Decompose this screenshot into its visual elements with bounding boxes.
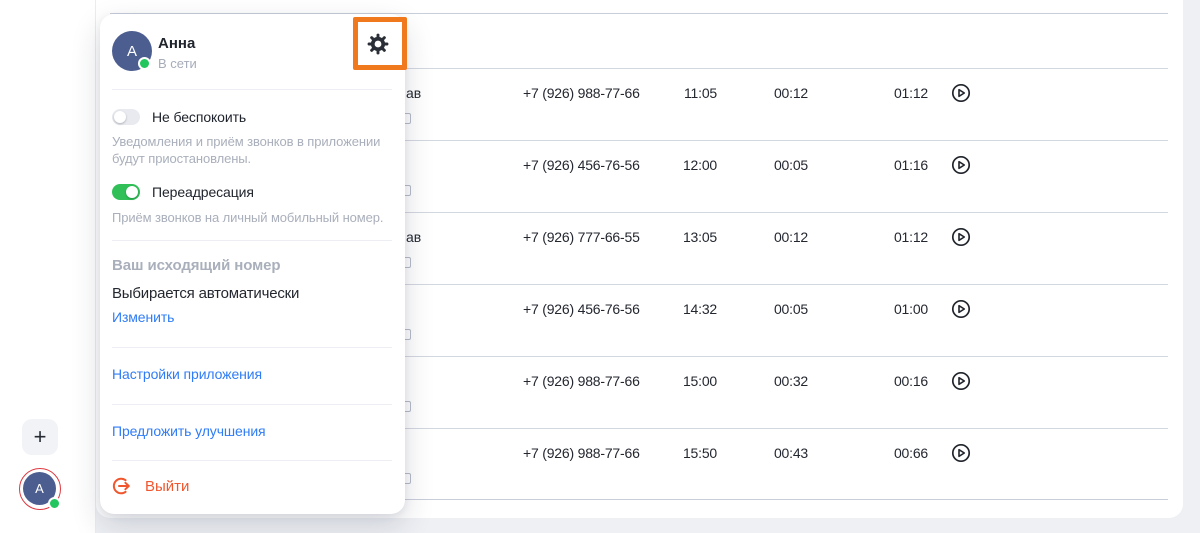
online-status-dot xyxy=(48,497,61,510)
play-recording-button[interactable] xyxy=(951,299,971,319)
play-icon xyxy=(951,443,971,463)
talk-duration: 01:12 xyxy=(893,229,928,245)
talk-duration: 01:00 xyxy=(893,301,928,317)
wait-duration: 00:43 xyxy=(773,445,808,461)
play-icon xyxy=(951,371,971,391)
call-forwarding-toggle[interactable] xyxy=(112,184,140,200)
outgoing-number-title: Ваш исходящий номер xyxy=(112,257,281,274)
toggle-knob xyxy=(114,111,126,123)
phone-number: +7 (926) 988-77-66 xyxy=(523,445,640,461)
play-recording-button[interactable] xyxy=(951,371,971,391)
play-icon xyxy=(951,299,971,319)
call-forwarding-label: Переадресация xyxy=(152,184,254,200)
call-time: 14:32 xyxy=(682,301,717,317)
call-time: 12:00 xyxy=(682,157,717,173)
gear-icon xyxy=(367,33,389,55)
divider xyxy=(112,347,392,348)
do-not-disturb-label: Не беспокоить xyxy=(152,109,247,125)
contact-name-fragment: ав xyxy=(406,85,422,101)
talk-duration: 01:16 xyxy=(893,157,928,173)
wait-duration: 00:12 xyxy=(773,229,808,245)
user-name: Анна xyxy=(158,35,196,52)
divider xyxy=(112,240,392,241)
play-recording-button[interactable] xyxy=(951,443,971,463)
phone-number: +7 (926) 456-76-56 xyxy=(523,301,640,317)
call-row[interactable]: ав +7 (926) 988-77-66 11:05 00:12 01:12 xyxy=(110,68,1168,140)
logout-label: Выйти xyxy=(145,477,190,495)
call-row[interactable]: +7 (926) 988-77-66 15:00 00:32 00:16 xyxy=(110,356,1168,428)
call-row[interactable]: +7 (926) 456-76-56 12:00 00:05 01:16 xyxy=(110,140,1168,212)
call-row[interactable]: +7 (926) 456-76-56 14:32 00:05 01:00 xyxy=(110,284,1168,356)
user-status: В сети xyxy=(158,56,197,71)
table-top-divider xyxy=(110,13,1168,14)
profile-popup: А Анна В сети Не беспокоить Уведомления … xyxy=(100,14,405,514)
phone-number: +7 (926) 777-66-55 xyxy=(523,229,640,245)
play-recording-button[interactable] xyxy=(951,227,971,247)
call-time: 13:05 xyxy=(682,229,717,245)
phone-number: +7 (926) 456-76-56 xyxy=(523,157,640,173)
play-recording-button[interactable] xyxy=(951,83,971,103)
talk-duration: 00:66 xyxy=(893,445,928,461)
call-forwarding-description: Приём звонков на личный мобильный номер. xyxy=(112,210,384,225)
suggest-improvements-link[interactable]: Предложить улучшения xyxy=(112,423,266,439)
toggle-knob xyxy=(126,186,138,198)
call-row[interactable]: ав +7 (926) 777-66-55 13:05 00:12 01:12 xyxy=(110,212,1168,284)
settings-gear-button[interactable] xyxy=(366,32,390,56)
call-time: 11:05 xyxy=(684,85,717,101)
divider xyxy=(112,89,392,90)
divider xyxy=(112,460,392,461)
talk-duration: 00:16 xyxy=(893,373,928,389)
sidebar: + А xyxy=(0,0,96,533)
divider xyxy=(112,404,392,405)
outgoing-number-value: Выбирается автоматически xyxy=(112,285,300,302)
change-number-link[interactable]: Изменить xyxy=(112,309,175,325)
phone-number: +7 (926) 988-77-66 xyxy=(523,85,640,101)
do-not-disturb-toggle[interactable] xyxy=(112,109,140,125)
app-settings-link[interactable]: Настройки приложения xyxy=(112,366,262,382)
online-status-dot xyxy=(138,57,151,70)
call-time: 15:50 xyxy=(682,445,717,461)
logout-icon xyxy=(112,477,130,495)
logout-button[interactable]: Выйти xyxy=(112,476,189,496)
play-recording-button[interactable] xyxy=(951,155,971,175)
call-row[interactable]: +7 (926) 988-77-66 15:50 00:43 00:66 xyxy=(110,428,1168,500)
wait-duration: 00:05 xyxy=(773,301,808,317)
play-icon xyxy=(951,155,971,175)
phone-number: +7 (926) 988-77-66 xyxy=(523,373,640,389)
calls-table-rows: ав +7 (926) 988-77-66 11:05 00:12 01:12 … xyxy=(110,68,1168,500)
call-time: 15:00 xyxy=(682,373,717,389)
wait-duration: 00:05 xyxy=(773,157,808,173)
add-call-button[interactable]: + xyxy=(22,419,58,455)
wait-duration: 00:12 xyxy=(773,85,808,101)
wait-duration: 00:32 xyxy=(773,373,808,389)
play-icon xyxy=(951,83,971,103)
do-not-disturb-description: Уведомления и приём звонков в приложении… xyxy=(112,134,381,166)
contact-name-fragment: ав xyxy=(406,229,422,245)
play-icon xyxy=(951,227,971,247)
talk-duration: 01:12 xyxy=(893,85,928,101)
